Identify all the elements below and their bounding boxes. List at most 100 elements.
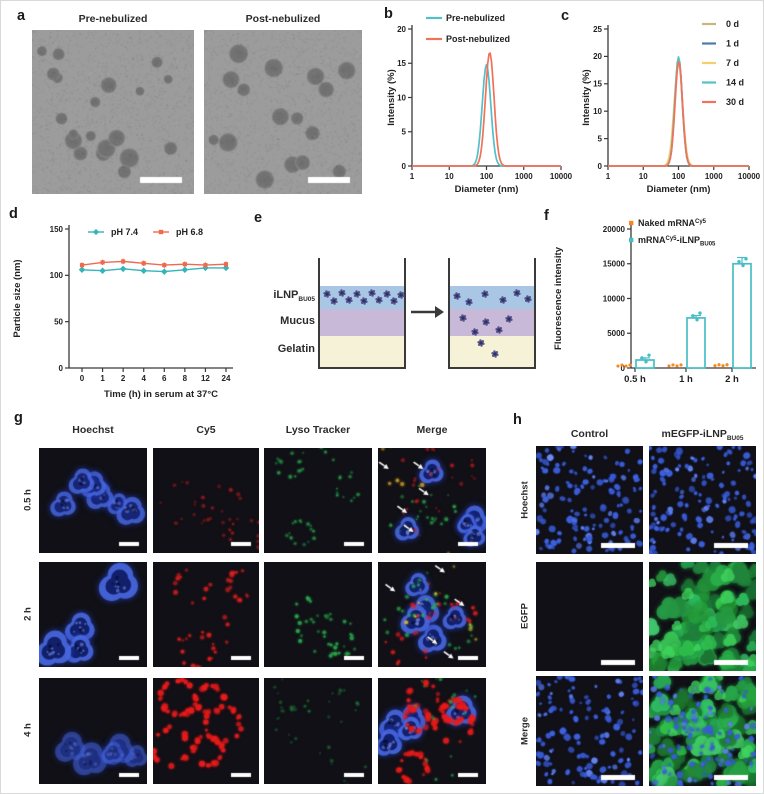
g-cell-4h-cy5 <box>153 678 259 784</box>
g-cell-0.5h-merge <box>378 448 486 553</box>
h-canvas-01 <box>649 446 756 554</box>
chart-c-dls-stability: 0 5 10 15 20 25 Intensity (%) 1 10 100 1000 10000 Di… <box>559 4 763 201</box>
svg-text:5: 5 <box>598 134 603 143</box>
g-row-label-4h: 4 h <box>22 723 34 737</box>
svg-text:Intensity (%): Intensity (%) <box>386 69 397 125</box>
h-canvas-20 <box>536 676 643 786</box>
svg-text:10000: 10000 <box>550 172 573 181</box>
g-canvas-01 <box>153 448 259 553</box>
g-cell-0.5h-lyso <box>264 448 372 553</box>
svg-text:20: 20 <box>397 25 406 34</box>
h-canvas-21 <box>649 676 756 786</box>
chart-c-svg: 0 5 10 15 20 25 Intensity (%) 1 10 100 1000 10000 Di… <box>581 19 761 195</box>
svg-text:10: 10 <box>639 172 648 181</box>
h-row-label-hoechst: Hoechst <box>519 481 531 519</box>
svg-text:Particle size (nm): Particle size (nm) <box>12 259 23 337</box>
svg-text:100: 100 <box>50 271 64 280</box>
g-row-label-0-5h: 0.5 h <box>22 489 34 511</box>
panel-a-label: a <box>17 8 26 24</box>
svg-text:Pre-nebulized: Pre-nebulized <box>446 13 505 23</box>
g-cell-0.5h-cy5 <box>153 448 259 553</box>
svg-text:100: 100 <box>672 172 686 181</box>
svg-text:15: 15 <box>397 59 406 68</box>
svg-text:0: 0 <box>59 364 64 373</box>
svg-text:0: 0 <box>621 364 626 373</box>
g-canvas-13 <box>378 562 486 667</box>
panel-d-label: d <box>9 206 18 222</box>
h-header-megfp-ilnp: mEGFP-iLNPBU05 <box>661 428 744 443</box>
svg-text:Naked mRNACy5: Naked mRNACy5 <box>638 218 707 228</box>
svg-text:0: 0 <box>598 162 603 171</box>
g-canvas-23 <box>378 678 486 784</box>
svg-text:24: 24 <box>222 374 231 383</box>
chart-f-fluorescence: 0 5000 10000 15000 20000 Fluorescence intensi… <box>541 199 763 406</box>
chart-f-svg: 0 5000 10000 15000 20000 Fluorescence intensi… <box>553 218 756 385</box>
g-canvas-10 <box>39 562 147 667</box>
gelatin-layer-before <box>320 336 404 367</box>
h-row-label-egfp: EGFP <box>519 603 531 629</box>
svg-text:Diameter (nm): Diameter (nm) <box>455 184 519 195</box>
svg-text:14 d: 14 d <box>726 78 744 88</box>
svg-text:10: 10 <box>593 107 602 116</box>
svg-text:30 d: 30 d <box>726 97 744 107</box>
h-cell-treated-merge <box>649 676 756 786</box>
g-canvas-22 <box>264 678 372 784</box>
svg-text:10000: 10000 <box>603 294 626 303</box>
svg-text:pH 6.8: pH 6.8 <box>176 227 203 237</box>
svg-text:100: 100 <box>480 172 494 181</box>
g-cell-2h-merge <box>378 562 486 667</box>
svg-text:1: 1 <box>606 172 611 181</box>
h-header-control: Control <box>570 428 609 440</box>
mucus-layer-after <box>450 309 534 336</box>
svg-text:10: 10 <box>445 172 454 181</box>
layer-label-ilnp: iLNPBU05 <box>273 289 315 304</box>
g-canvas-20 <box>39 678 147 784</box>
g-header-cy5: Cy5 <box>196 424 216 436</box>
mucus-layer-before <box>320 309 404 336</box>
svg-text:12: 12 <box>201 374 210 383</box>
g-header-lysotracker: Lyso Tracker <box>285 424 351 436</box>
g-row-label-2h: 2 h <box>22 607 34 621</box>
svg-text:1: 1 <box>410 172 415 181</box>
svg-text:0 d: 0 d <box>726 19 739 29</box>
panel-g-label: g <box>14 410 23 426</box>
panel-h-label: h <box>513 412 522 428</box>
svg-text:2: 2 <box>121 374 126 383</box>
svg-text:1 d: 1 d <box>726 39 739 49</box>
g-cell-2h-lyso <box>264 562 372 667</box>
g-cell-2h-hoechst <box>39 562 147 667</box>
svg-text:mRNACy5-iLNPBU05: mRNACy5-iLNPBU05 <box>638 235 716 248</box>
h-canvas-10 <box>536 562 643 671</box>
svg-text:2 h: 2 h <box>725 374 739 385</box>
h-cell-control-hoechst <box>536 446 643 554</box>
lnp-layer-before <box>320 286 404 309</box>
g-header-merge: Merge <box>416 424 448 436</box>
svg-text:20: 20 <box>593 52 602 61</box>
gelatin-layer-after <box>450 336 534 367</box>
svg-text:0: 0 <box>402 162 407 171</box>
svg-text:50: 50 <box>54 317 63 326</box>
svg-text:15: 15 <box>593 80 602 89</box>
svg-text:1: 1 <box>100 374 105 383</box>
tem-image-pre-nebulized <box>32 30 194 194</box>
h-cell-treated-egfp <box>649 562 756 671</box>
mucus-penetration-diagram: iLNPBU05 Mucus Gelatin <box>241 206 541 406</box>
h-cell-control-egfp <box>536 562 643 671</box>
h-row-label-merge: Merge <box>519 717 531 745</box>
g-canvas-02 <box>264 448 372 553</box>
svg-text:5: 5 <box>402 128 407 137</box>
svg-text:Intensity (%): Intensity (%) <box>581 69 592 125</box>
h-cell-treated-hoechst <box>649 446 756 554</box>
svg-text:1000: 1000 <box>515 172 533 181</box>
tem-canvas-pre <box>32 30 194 194</box>
chart-b-dls-nebulization: 0 5 10 15 20 Intensity (%) 1 10 100 1000 10000 Diam… <box>384 4 584 201</box>
panel-a-title-pre: Pre-nebulized <box>78 13 148 25</box>
svg-text:150: 150 <box>50 225 64 234</box>
chart-d-serum-stability: 0 50 100 150 Particle size (nm) 0 1 2 4 6 8 12 24 Tim… <box>4 204 259 409</box>
svg-text:7 d: 7 d <box>726 58 739 68</box>
g-canvas-03 <box>378 448 486 553</box>
h-cell-control-merge <box>536 676 643 786</box>
well-before <box>318 258 406 369</box>
panel-c-label: c <box>561 8 570 24</box>
